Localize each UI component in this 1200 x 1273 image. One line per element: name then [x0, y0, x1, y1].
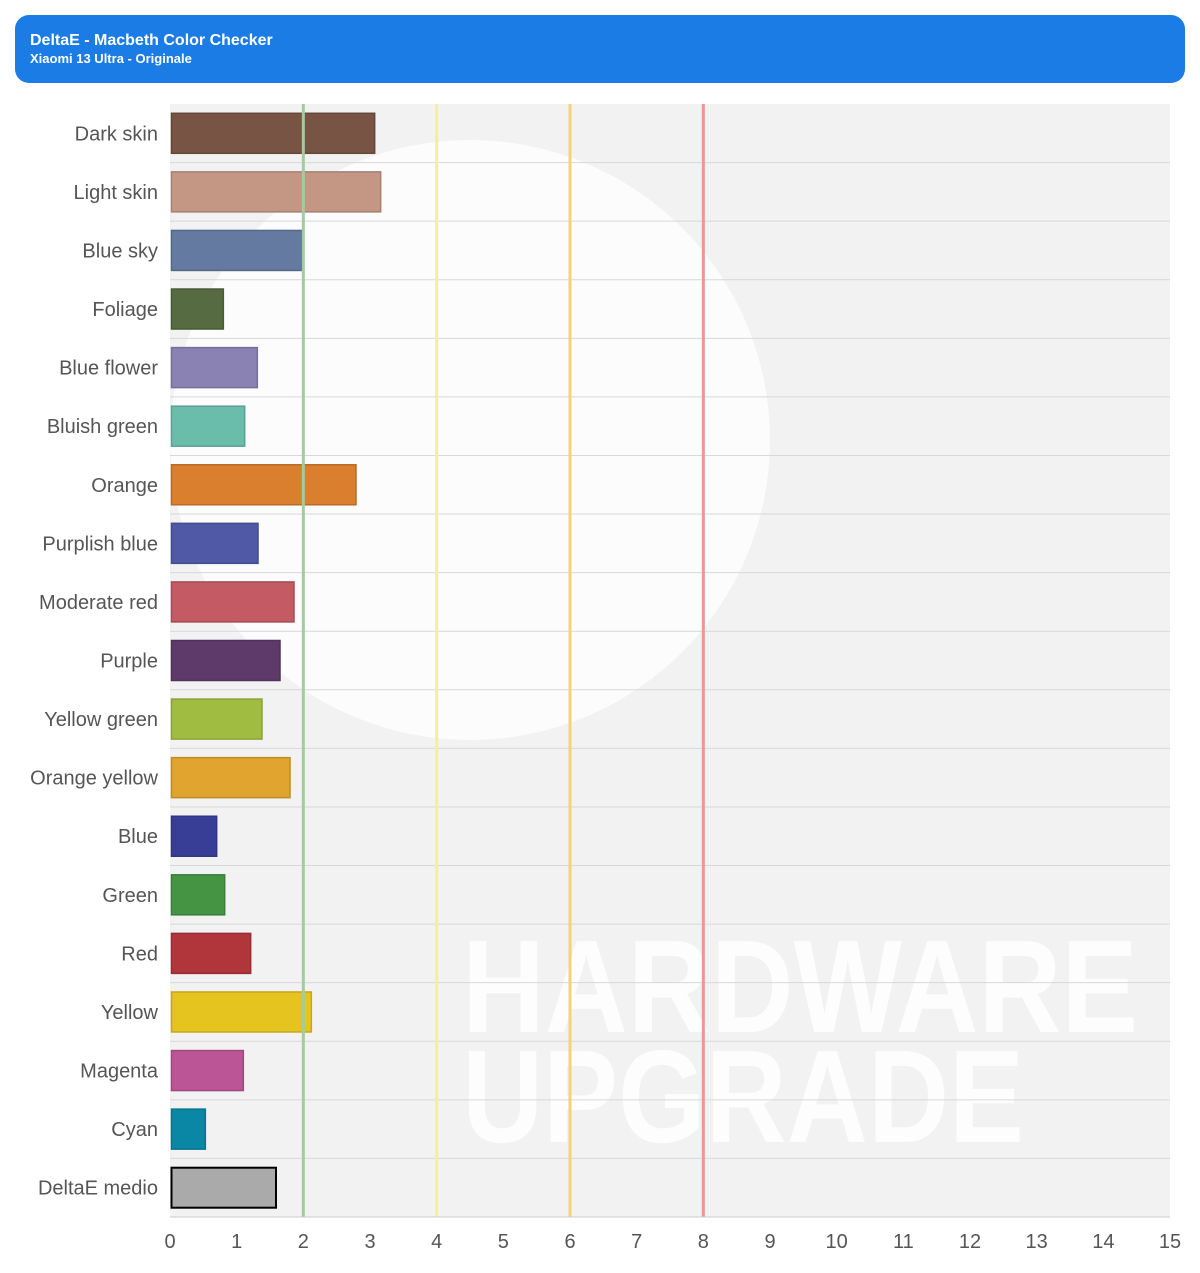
- x-tick-label: 5: [498, 1231, 509, 1253]
- category-labels: Dark skin Light skin Blue sky Foliage Blue f…: [30, 123, 159, 1199]
- chart-title: DeltaE - Macbeth Color Checker: [30, 32, 273, 49]
- bar-light-skin: [170, 171, 382, 213]
- category-label: Blue flower: [59, 358, 158, 380]
- watermark: HARDWARE UPGRADE: [170, 140, 1138, 1170]
- bar-foliage: [170, 288, 225, 330]
- category-label: Foliage: [92, 299, 158, 321]
- category-label: Light skin: [74, 182, 159, 204]
- category-label: Bluish green: [47, 416, 158, 438]
- x-tick-label: 8: [698, 1231, 709, 1253]
- bar-blue: [170, 815, 218, 857]
- bar-deltae-medio: [170, 1166, 277, 1209]
- bar-purple: [170, 639, 281, 682]
- bar-green: [170, 874, 226, 916]
- category-label: Purple: [100, 651, 158, 673]
- watermark-logo: [170, 140, 770, 740]
- category-label: Red: [121, 943, 158, 965]
- x-tick-label: 13: [1026, 1231, 1048, 1253]
- category-label: Purplish blue: [42, 533, 158, 555]
- x-tick-label: 15: [1159, 1231, 1181, 1253]
- category-label: Orange: [91, 475, 158, 497]
- bars: [170, 112, 382, 1209]
- bar-yellow: [170, 991, 313, 1033]
- category-label: Blue: [118, 826, 158, 848]
- bar-yellow-green: [170, 698, 263, 740]
- bar-orange: [170, 464, 357, 506]
- watermark-text-line2: UPGRADE: [462, 1023, 1024, 1170]
- x-tick-label: 6: [564, 1231, 575, 1253]
- category-label: Blue sky: [82, 240, 158, 262]
- x-tick-label: 10: [826, 1231, 848, 1253]
- category-label: Orange yellow: [30, 768, 158, 790]
- row-separators: [170, 162, 1170, 1159]
- bar-moderate-red: [170, 581, 295, 623]
- category-label: Dark skin: [75, 123, 158, 145]
- x-tick-label: 7: [631, 1231, 642, 1253]
- category-label: Cyan: [111, 1119, 158, 1141]
- bar-blue-sky: [170, 229, 303, 272]
- x-tick-label: 9: [764, 1231, 775, 1253]
- bar-purplish-blue: [170, 522, 259, 565]
- bar-red: [170, 932, 252, 975]
- x-tick-label: 3: [364, 1231, 375, 1253]
- category-label: Moderate red: [39, 592, 158, 614]
- bar-blue-flower: [170, 346, 259, 389]
- x-tick-label: 0: [164, 1231, 175, 1253]
- x-axis: 0 1 2 3 4 5 6 7 8 9 10 11 12 13 14 15: [164, 1216, 1181, 1253]
- x-tick-label: 12: [959, 1231, 981, 1253]
- x-tick-label: 4: [431, 1231, 442, 1253]
- bar-orange-yellow: [170, 756, 291, 799]
- bar-magenta: [170, 1049, 245, 1092]
- category-label: Yellow green: [44, 709, 158, 731]
- bar-bluish-green: [170, 405, 246, 447]
- x-tick-label: 14: [1092, 1231, 1114, 1253]
- watermark-text-line1: HARDWARE: [462, 913, 1138, 1060]
- bar-cyan: [170, 1108, 207, 1150]
- x-tick-label: 1: [231, 1231, 242, 1253]
- category-label: Yellow: [101, 1002, 159, 1024]
- bar-dark-skin: [170, 112, 376, 155]
- reference-lines: [301, 104, 705, 1217]
- category-label: Green: [102, 885, 158, 907]
- chart-subtitle: Xiaomi 13 Ultra - Originale: [30, 51, 192, 66]
- x-tick-label: 2: [298, 1231, 309, 1253]
- category-label: Magenta: [80, 1061, 159, 1083]
- chart-header: DeltaE - Macbeth Color Checker Xiaomi 13…: [15, 15, 1185, 83]
- category-label: DeltaE medio: [38, 1178, 158, 1200]
- x-tick-label: 11: [893, 1231, 914, 1253]
